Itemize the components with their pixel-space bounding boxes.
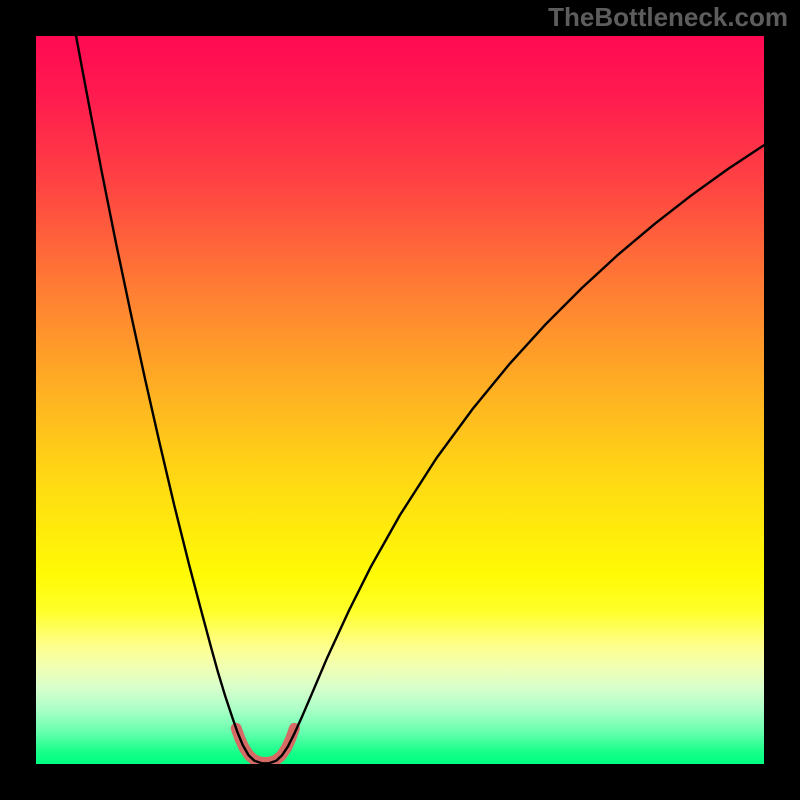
chart-svg [36,36,764,764]
watermark-text: TheBottleneck.com [548,2,788,33]
gradient-background [36,36,764,764]
plot-area [36,36,764,764]
